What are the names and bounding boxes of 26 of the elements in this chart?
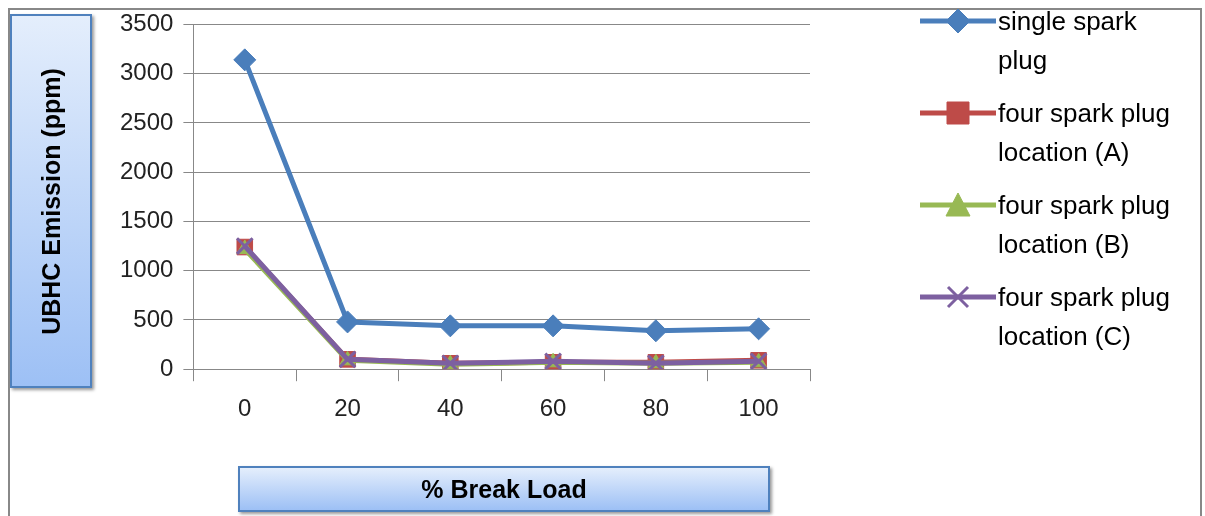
x-tick-label: 0 — [238, 394, 252, 422]
y-tick-label: 0 — [160, 353, 174, 381]
x-tick-label: 80 — [642, 394, 670, 422]
point — [644, 319, 668, 343]
point — [541, 314, 565, 338]
x-tick-label: 60 — [539, 394, 567, 422]
y-tick-label: 500 — [133, 304, 174, 332]
legend-label: single spark plug — [998, 5, 1138, 77]
legend-label: four spark plug location (C) — [998, 281, 1171, 353]
point — [747, 317, 771, 341]
point — [438, 314, 462, 338]
x-tick-label: 40 — [436, 394, 464, 422]
legend-label: four spark plug location (A) — [998, 97, 1171, 169]
x-tick-label: 100 — [738, 394, 779, 422]
point — [233, 48, 257, 72]
x-axis-title: % Break Load — [238, 466, 770, 512]
y-tick-label: 3000 — [120, 58, 174, 86]
legend-label: four spark plug location (B) — [998, 189, 1171, 261]
y-tick-label: 3500 — [120, 9, 174, 37]
y-tick-label: 1000 — [120, 255, 174, 283]
y-tick-label: 1500 — [120, 206, 174, 234]
y-axis-title: UBHC Emission (ppm) — [36, 67, 66, 335]
y-tick-label: 2500 — [120, 107, 174, 135]
x-tick-label: 20 — [334, 394, 361, 422]
point — [336, 310, 360, 334]
y-tick-label: 2000 — [120, 156, 174, 184]
